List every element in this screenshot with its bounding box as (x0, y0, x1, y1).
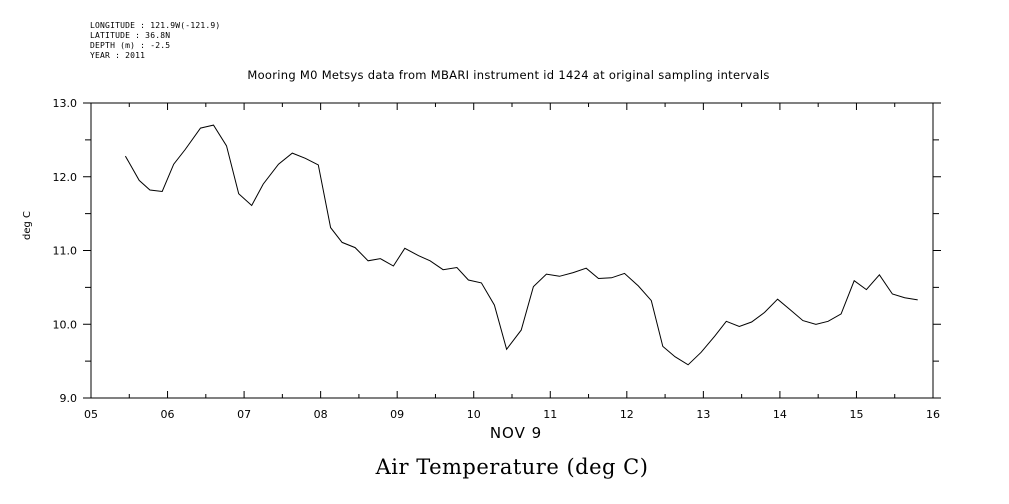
x-tick-label: 14 (773, 408, 787, 421)
x-tick-label: 16 (926, 408, 940, 421)
x-tick-label: 08 (314, 408, 328, 421)
station-metadata: LONGITUDE : 121.9W(-121.9) LATITUDE : 36… (90, 21, 220, 61)
plot-frame (90, 102, 934, 399)
y-tick-label: 10.0 (53, 318, 78, 331)
x-tick-label: 10 (467, 408, 481, 421)
latitude-label: LATITUDE : 36.8N (90, 31, 171, 40)
y-tick-label: 12.0 (53, 171, 78, 184)
series-line (124, 124, 918, 366)
y-tick-label: 13.0 (53, 97, 78, 110)
x-tick-label: 09 (390, 408, 404, 421)
variable-title: Air Temperature (deg C) (375, 455, 649, 479)
x-axis-label: NOV 9 (489, 424, 543, 442)
y-axis-label: deg C (22, 210, 33, 240)
x-tick-label: 11 (543, 408, 557, 421)
longitude-label: LONGITUDE : 121.9W(-121.9) (90, 21, 221, 30)
year-label: YEAR : 2011 (90, 51, 146, 60)
x-tick-label: 07 (237, 408, 251, 421)
x-tick-label: 12 (620, 408, 634, 421)
depth-label: DEPTH (m) : -2.5 (90, 41, 171, 50)
x-tick-label: 15 (849, 408, 863, 421)
x-tick-label: 05 (84, 408, 98, 421)
y-tick-label: 11.0 (53, 245, 78, 258)
chart-title: Mooring M0 Metsys data from MBARI instru… (247, 68, 770, 82)
x-tick-label: 13 (696, 408, 710, 421)
y-tick-label: 9.0 (60, 392, 78, 405)
x-tick-label: 06 (161, 408, 175, 421)
